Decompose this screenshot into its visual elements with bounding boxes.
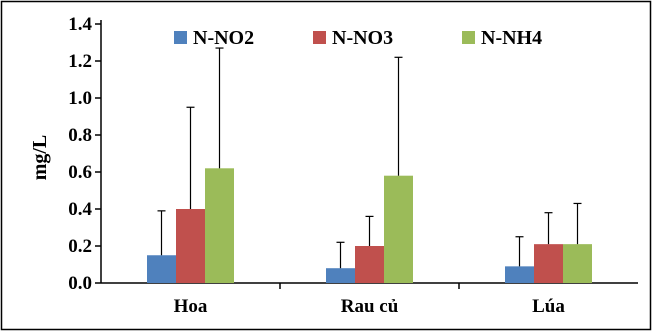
x-category-label: Lúa <box>532 296 565 317</box>
bar-n-nh4-2 <box>563 244 592 283</box>
legend-swatch-n-no2 <box>174 31 187 44</box>
bar-n-no3-1 <box>355 246 384 283</box>
legend-swatch-n-nh4 <box>462 31 475 44</box>
bar-n-no2-2 <box>505 266 534 283</box>
y-tick-label: 0.8 <box>68 125 92 146</box>
x-category-label: Rau củ <box>341 296 399 317</box>
bar-n-nh4-1 <box>384 175 413 283</box>
bar-n-no3-0 <box>176 209 205 283</box>
legend-swatch-n-no3 <box>313 31 326 44</box>
y-tick-label: 0.2 <box>68 236 92 257</box>
bar-n-no2-1 <box>326 268 355 283</box>
y-tick-label: 0.6 <box>68 162 92 183</box>
y-tick-label: 1.0 <box>68 88 92 109</box>
y-tick-label: 1.4 <box>68 14 92 35</box>
y-axis-title: mg/L <box>29 135 51 181</box>
y-tick-label: 0.4 <box>68 199 92 220</box>
legend-label-n-nh4: N-NH4 <box>481 27 542 49</box>
bar-n-no2-0 <box>147 255 176 283</box>
bar-n-no3-2 <box>534 244 563 283</box>
y-tick-label: 1.2 <box>68 51 92 72</box>
legend-label-n-no3: N-NO3 <box>332 27 393 49</box>
y-tick-label: 0.0 <box>68 273 92 294</box>
legend-label-n-no2: N-NO2 <box>193 27 254 49</box>
bar-n-nh4-0 <box>205 168 234 283</box>
x-category-label: Hoa <box>174 296 208 317</box>
